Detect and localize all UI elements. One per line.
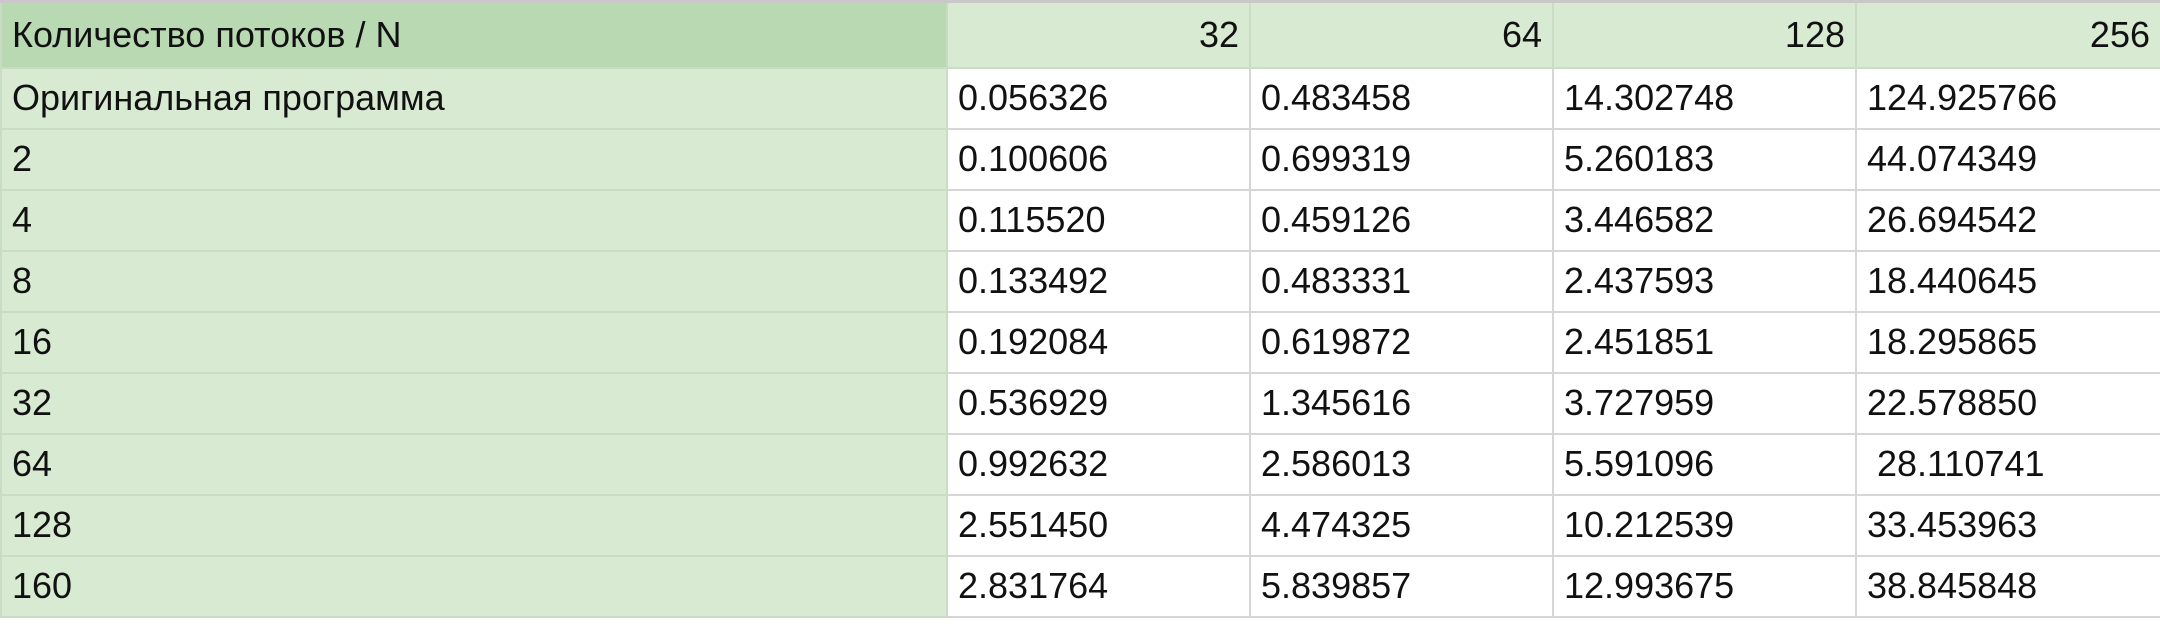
value-cell[interactable]: 2.551450: [946, 493, 1251, 557]
value-cell[interactable]: 2.831764: [946, 554, 1251, 618]
value-cell[interactable]: 5.839857: [1249, 554, 1554, 618]
row-label-cell[interactable]: 4: [0, 188, 948, 252]
table-row: 8 0.133492 0.483331 2.437593 18.440645: [0, 249, 2160, 313]
value-cell[interactable]: 0.536929: [946, 371, 1251, 435]
header-cell-threads-n[interactable]: Количество потоков / N: [0, 0, 948, 69]
header-cell-n-256[interactable]: 256: [1855, 0, 2160, 69]
header-cell-n-64[interactable]: 64: [1249, 0, 1554, 69]
row-label-cell[interactable]: 32: [0, 371, 948, 435]
value-cell[interactable]: 3.727959: [1552, 371, 1857, 435]
row-label-cell[interactable]: 64: [0, 432, 948, 496]
value-cell[interactable]: 1.345616: [1249, 371, 1554, 435]
value-cell[interactable]: 18.295865: [1855, 310, 2160, 374]
value-cell[interactable]: 0.699319: [1249, 127, 1554, 191]
row-label-cell[interactable]: 2: [0, 127, 948, 191]
value-cell[interactable]: 4.474325: [1249, 493, 1554, 557]
value-cell[interactable]: 33.453963: [1855, 493, 2160, 557]
value-cell[interactable]: 0.992632: [946, 432, 1251, 496]
value-cell[interactable]: 0.192084: [946, 310, 1251, 374]
header-cell-n-32[interactable]: 32: [946, 0, 1251, 69]
row-label-cell[interactable]: 160: [0, 554, 948, 618]
value-cell[interactable]: 5.260183: [1552, 127, 1857, 191]
value-cell[interactable]: 2.451851: [1552, 310, 1857, 374]
value-cell[interactable]: 28.110741: [1855, 432, 2160, 496]
value-cell[interactable]: 0.619872: [1249, 310, 1554, 374]
value-cell[interactable]: 2.586013: [1249, 432, 1554, 496]
table-row: 2 0.100606 0.699319 5.260183 44.074349: [0, 127, 2160, 191]
value-cell[interactable]: 44.074349: [1855, 127, 2160, 191]
table-row: 16 0.192084 0.619872 2.451851 18.295865: [0, 310, 2160, 374]
value-cell[interactable]: 0.133492: [946, 249, 1251, 313]
value-cell[interactable]: 3.446582: [1552, 188, 1857, 252]
value-cell[interactable]: 26.694542: [1855, 188, 2160, 252]
value-cell[interactable]: 2.437593: [1552, 249, 1857, 313]
row-label-cell[interactable]: Оригинальная программа: [0, 66, 948, 130]
value-cell[interactable]: 0.100606: [946, 127, 1251, 191]
table-row: Оригинальная программа 0.056326 0.483458…: [0, 66, 2160, 130]
table-row: 32 0.536929 1.345616 3.727959 22.578850: [0, 371, 2160, 435]
value-cell[interactable]: 0.483458: [1249, 66, 1554, 130]
row-label-cell[interactable]: 128: [0, 493, 948, 557]
table-row: 64 0.992632 2.586013 5.591096 28.110741: [0, 432, 2160, 496]
table-row: 160 2.831764 5.839857 12.993675 38.84584…: [0, 554, 2160, 618]
header-cell-n-128[interactable]: 128: [1552, 0, 1857, 69]
table-row: 128 2.551450 4.474325 10.212539 33.45396…: [0, 493, 2160, 557]
value-cell[interactable]: 0.459126: [1249, 188, 1554, 252]
row-label-cell[interactable]: 16: [0, 310, 948, 374]
value-cell[interactable]: 14.302748: [1552, 66, 1857, 130]
value-cell[interactable]: 0.056326: [946, 66, 1251, 130]
value-cell[interactable]: 5.591096: [1552, 432, 1857, 496]
results-table: Количество потоков / N 32 64 128 256 Ори…: [0, 0, 2160, 618]
header-row: Количество потоков / N 32 64 128 256: [0, 0, 2160, 69]
value-cell[interactable]: 12.993675: [1552, 554, 1857, 618]
value-cell[interactable]: 124.925766: [1855, 66, 2160, 130]
value-cell[interactable]: 22.578850: [1855, 371, 2160, 435]
value-cell[interactable]: 38.845848: [1855, 554, 2160, 618]
table-row: 4 0.115520 0.459126 3.446582 26.694542: [0, 188, 2160, 252]
row-label-cell[interactable]: 8: [0, 249, 948, 313]
value-cell[interactable]: 18.440645: [1855, 249, 2160, 313]
value-cell[interactable]: 10.212539: [1552, 493, 1857, 557]
value-cell[interactable]: 0.483331: [1249, 249, 1554, 313]
value-cell[interactable]: 0.115520: [946, 188, 1251, 252]
